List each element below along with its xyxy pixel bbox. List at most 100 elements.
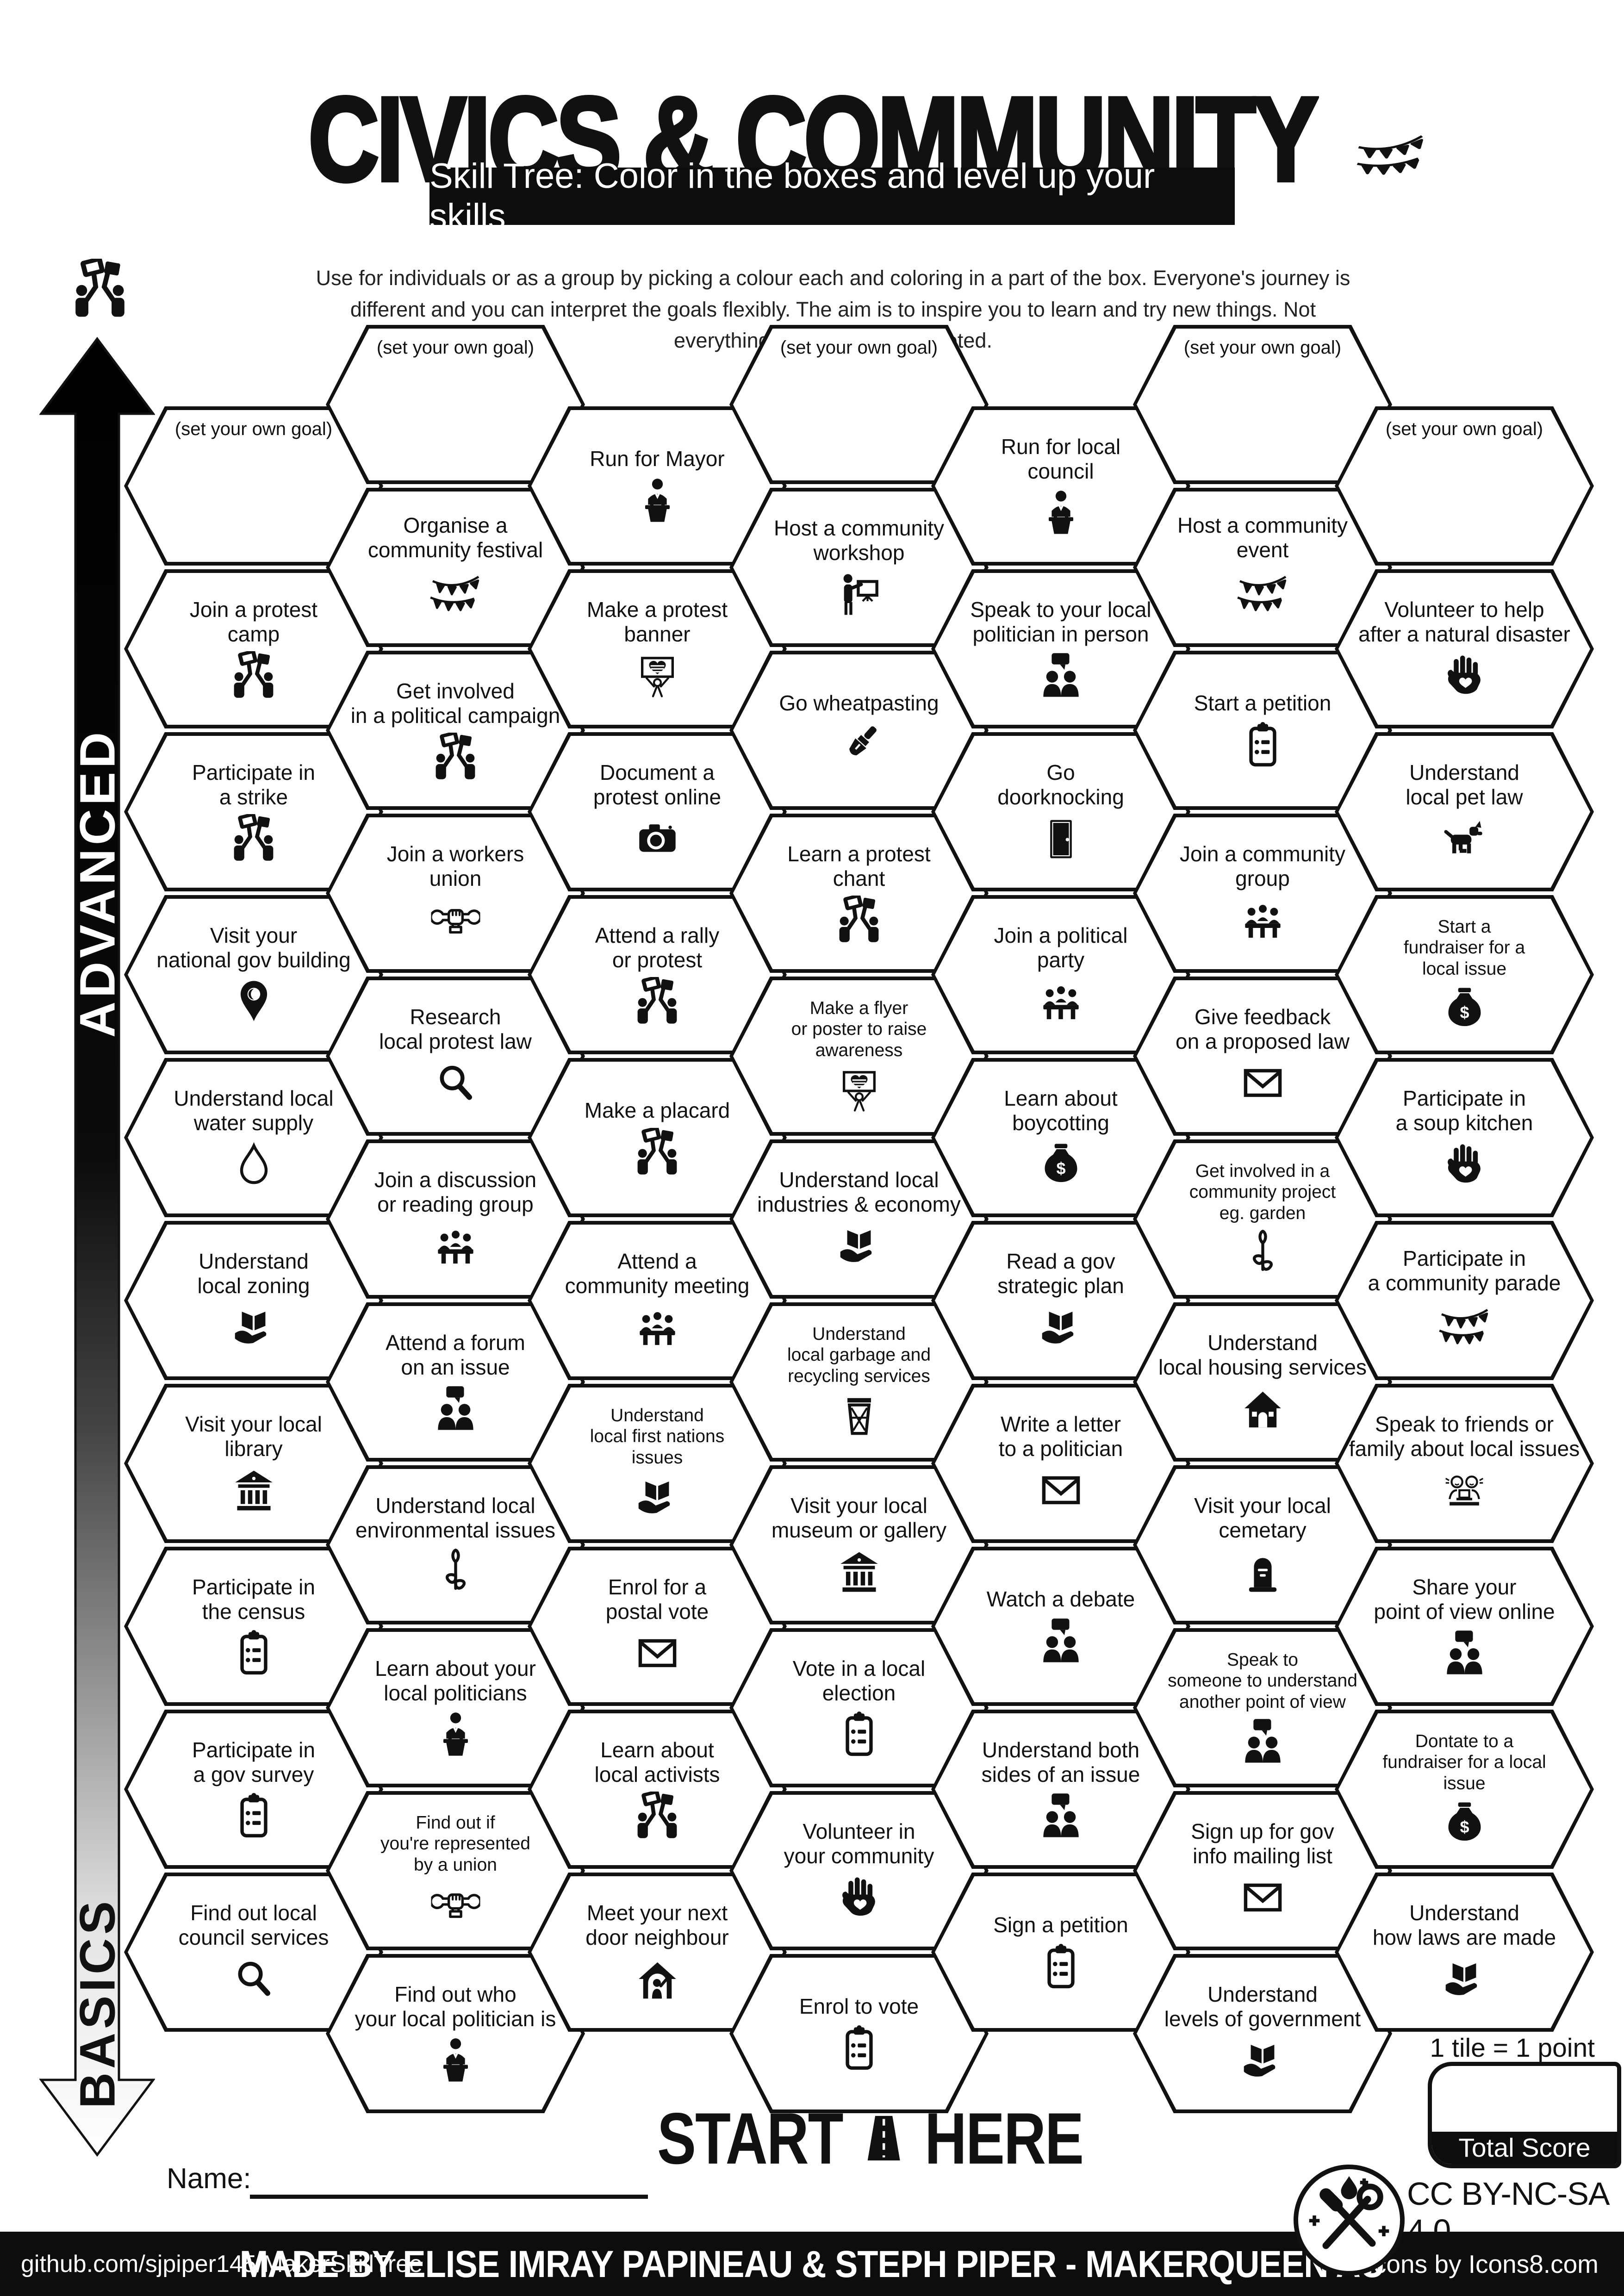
hex-fill-area [1338, 410, 1590, 562]
hex-understand-local-industries-economy[interactable]: Understand local industries & economy [729, 1139, 989, 1299]
hex-join-a-political-party[interactable]: Join a political party [931, 895, 1190, 1054]
clipboard-icon [1034, 1942, 1088, 1991]
hex-find-out-who-your-local-politician-is[interactable]: Find out who your local politician is [326, 1954, 585, 2113]
hex-get-involved-in-a-political-campaign[interactable]: Get involved in a political campaign [326, 651, 585, 810]
hex-run-for-mayor[interactable]: Run for Mayor [528, 406, 787, 566]
people-table-icon [631, 1303, 684, 1352]
hex-understand-local-pet-law[interactable]: Understand local pet law [1335, 732, 1594, 891]
hex-label: Join a workers union [386, 841, 524, 890]
hex-fill-area [1137, 1306, 1388, 1458]
hex-document-a-protest-online[interactable]: Document a protest online [528, 732, 787, 891]
hex-run-for-local-council[interactable]: Run for local council [931, 406, 1190, 566]
hex-join-a-workers-union[interactable]: Join a workers union [326, 814, 585, 973]
hex-fill-area [733, 1469, 985, 1621]
hex-set-your-own-goal-col3[interactable]: (set your own goal) [729, 325, 989, 484]
hex-participate-in-a-strike[interactable]: Participate in a strike [124, 732, 383, 891]
hex-visit-your-national-gov-building[interactable]: Visit your national gov building [124, 895, 383, 1054]
hex-sign-up-for-gov-info-mailing-list[interactable]: Sign up for gov info mailing list [1133, 1791, 1392, 1950]
hex-watch-a-debate[interactable]: Watch a debate [931, 1547, 1190, 1706]
hex-find-out-local-council-services[interactable]: Find out local council services [124, 1873, 383, 2032]
hex-go-doorknocking[interactable]: Go doorknocking [931, 732, 1190, 891]
hex-understand-local-garbage-and-recycling-ser[interactable]: Understand local garbage and recycling s… [729, 1302, 989, 1462]
total-score-value-area[interactable] [1432, 2066, 1617, 2132]
hex-find-out-if-you-re-represented-by-a-union[interactable]: Find out if you're represented by a unio… [326, 1791, 585, 1950]
hex-label: Understand local environmental issues [355, 1493, 556, 1542]
name-label: Name: [167, 2163, 251, 2195]
hex-understand-local-zoning[interactable]: Understand local zoning [124, 1221, 383, 1380]
hex-start-a-fundraiser-for-a-local-issue[interactable]: Start a fundraiser for a local issue [1335, 895, 1594, 1054]
hex-host-a-community-event[interactable]: Host a community event [1133, 488, 1392, 647]
hex-learn-about-boycotting[interactable]: Learn about boycotting [931, 1058, 1190, 1217]
hex-join-a-protest-camp[interactable]: Join a protest camp [124, 569, 383, 728]
hex-host-a-community-workshop[interactable]: Host a community workshop [729, 488, 989, 647]
hex-attend-a-rally-or-protest[interactable]: Attend a rally or protest [528, 895, 787, 1054]
hex-understand-local-environmental-issues[interactable]: Understand local environmental issues [326, 1465, 585, 1624]
hex-understand-levels-of-government[interactable]: Understand levels of government [1133, 1954, 1392, 2113]
hex-label: Go doorknocking [997, 760, 1124, 809]
difficulty-arrow: ADVANCED BASICS [39, 336, 156, 2157]
hex-get-involved-in-a-community-project-eg-gar[interactable]: Get involved in a community project eg. … [1133, 1139, 1392, 1299]
hex-attend-a-forum-on-an-issue[interactable]: Attend a forum on an issue [326, 1302, 585, 1462]
hex-share-your-point-of-view-online[interactable]: Share your point of view online [1335, 1547, 1594, 1706]
hex-set-your-own-goal-col1[interactable]: (set your own goal) [326, 325, 585, 484]
hex-visit-your-local-library[interactable]: Visit your local library [124, 1384, 383, 1543]
envelope-icon [631, 1629, 684, 1678]
hex-participate-in-a-gov-survey[interactable]: Participate in a gov survey [124, 1710, 383, 1869]
hex-set-your-own-goal-col5[interactable]: (set your own goal) [1133, 325, 1392, 484]
hex-make-a-placard[interactable]: Make a placard [528, 1058, 787, 1217]
hex-organise-a-community-festival[interactable]: Organise a community festival [326, 488, 585, 647]
hex-learn-about-your-local-politicians[interactable]: Learn about your local politicians [326, 1628, 585, 1787]
hex-label: Understand local industries & economy [757, 1167, 961, 1216]
hex-set-your-own-goal-col6[interactable]: (set your own goal) [1335, 406, 1594, 566]
hex-fill-area [1338, 1062, 1590, 1213]
protest-people-icon [627, 1128, 688, 1177]
hex-make-a-flyer-or-poster-to-raise-awareness[interactable]: Make a flyer or poster to raise awarenes… [729, 977, 989, 1136]
hex-start-a-petition[interactable]: Start a petition [1133, 651, 1392, 810]
hex-speak-to-friends-or-family-about-local-iss[interactable]: Speak to friends or family about local i… [1335, 1384, 1594, 1543]
hex-fill-area [128, 573, 380, 725]
hex-volunteer-in-your-community[interactable]: Volunteer in your community [729, 1791, 989, 1950]
hex-visit-your-local-cemetary[interactable]: Visit your local cemetary [1133, 1465, 1392, 1624]
hex-enrol-for-a-postal-vote[interactable]: Enrol for a postal vote [528, 1547, 787, 1706]
hex-enrol-to-vote[interactable]: Enrol to vote [729, 1954, 989, 2113]
hex-read-a-gov-strategic-plan[interactable]: Read a gov strategic plan [931, 1221, 1190, 1380]
hex-fill-area [128, 899, 380, 1051]
hex-participate-in-a-community-parade[interactable]: Participate in a community parade [1335, 1221, 1594, 1380]
hex-attend-a-community-meeting[interactable]: Attend a community meeting [528, 1221, 787, 1380]
hex-meet-your-next-door-neighbour[interactable]: Meet your next door neighbour [528, 1873, 787, 2032]
hex-fill-area [1338, 1225, 1590, 1376]
hex-participate-in-the-census[interactable]: Participate in the census [124, 1547, 383, 1706]
hex-label: Enrol to vote [799, 1994, 919, 2019]
magnifier-icon [227, 1954, 280, 2004]
name-input[interactable] [250, 2162, 650, 2194]
hex-label: Participate in a gov survey [192, 1737, 315, 1786]
hex-learn-about-local-activists[interactable]: Learn about local activists [528, 1710, 787, 1869]
hex-visit-your-local-museum-or-gallery[interactable]: Visit your local museum or gallery [729, 1465, 989, 1624]
hex-understand-local-water-supply[interactable]: Understand local water supply [124, 1058, 383, 1217]
hex-set-your-own-goal-col0[interactable]: (set your own goal) [124, 406, 383, 566]
hex-understand-how-laws-are-made[interactable]: Understand how laws are made [1335, 1873, 1594, 2032]
hex-fill-area [128, 1713, 380, 1865]
hex-participate-in-a-soup-kitchen[interactable]: Participate in a soup kitchen [1335, 1058, 1594, 1217]
hex-dontate-to-a-fundraiser-for-a-local-issue[interactable]: Dontate to a fundraiser for a local issu… [1335, 1710, 1594, 1869]
hex-volunteer-to-help-after-a-natural-disaster[interactable]: Volunteer to help after a natural disast… [1335, 569, 1594, 728]
hex-vote-in-a-local-election[interactable]: Vote in a local election [729, 1628, 989, 1787]
hex-write-a-letter-to-a-politician[interactable]: Write a letter to a politician [931, 1384, 1190, 1543]
hex-understand-both-sides-of-an-issue[interactable]: Understand both sides of an issue [931, 1710, 1190, 1869]
hex-make-a-protest-banner[interactable]: Make a protest banner [528, 569, 787, 728]
hex-understand-local-housing-services[interactable]: Understand local housing services [1133, 1302, 1392, 1462]
hex-learn-a-protest-chant[interactable]: Learn a protest chant [729, 814, 989, 973]
hex-sign-a-petition[interactable]: Sign a petition [931, 1873, 1190, 2032]
hex-fill-area [330, 1795, 581, 1947]
hex-speak-to-your-local-politician-in-person[interactable]: Speak to your local politician in person [931, 569, 1190, 728]
hex-label: Speak to friends or family about local i… [1349, 1412, 1580, 1461]
hex-label: Join a political party [994, 923, 1128, 972]
hex-label: Run for local council [1001, 434, 1121, 483]
hex-give-feedback-on-a-proposed-law[interactable]: Give feedback on a proposed law [1133, 977, 1392, 1136]
hex-join-a-discussion-or-reading-group[interactable]: Join a discussion or reading group [326, 1139, 585, 1299]
hex-join-a-community-group[interactable]: Join a community group [1133, 814, 1392, 973]
hex-go-wheatpasting[interactable]: Go wheatpasting [729, 651, 989, 810]
hex-research-local-protest-law[interactable]: Research local protest law [326, 977, 585, 1136]
hex-speak-to-someone-to-understand-another-poi[interactable]: Speak to someone to understand another p… [1133, 1628, 1392, 1787]
hex-understand-local-first-nations-issues[interactable]: Understand local first nations issues [528, 1384, 787, 1543]
